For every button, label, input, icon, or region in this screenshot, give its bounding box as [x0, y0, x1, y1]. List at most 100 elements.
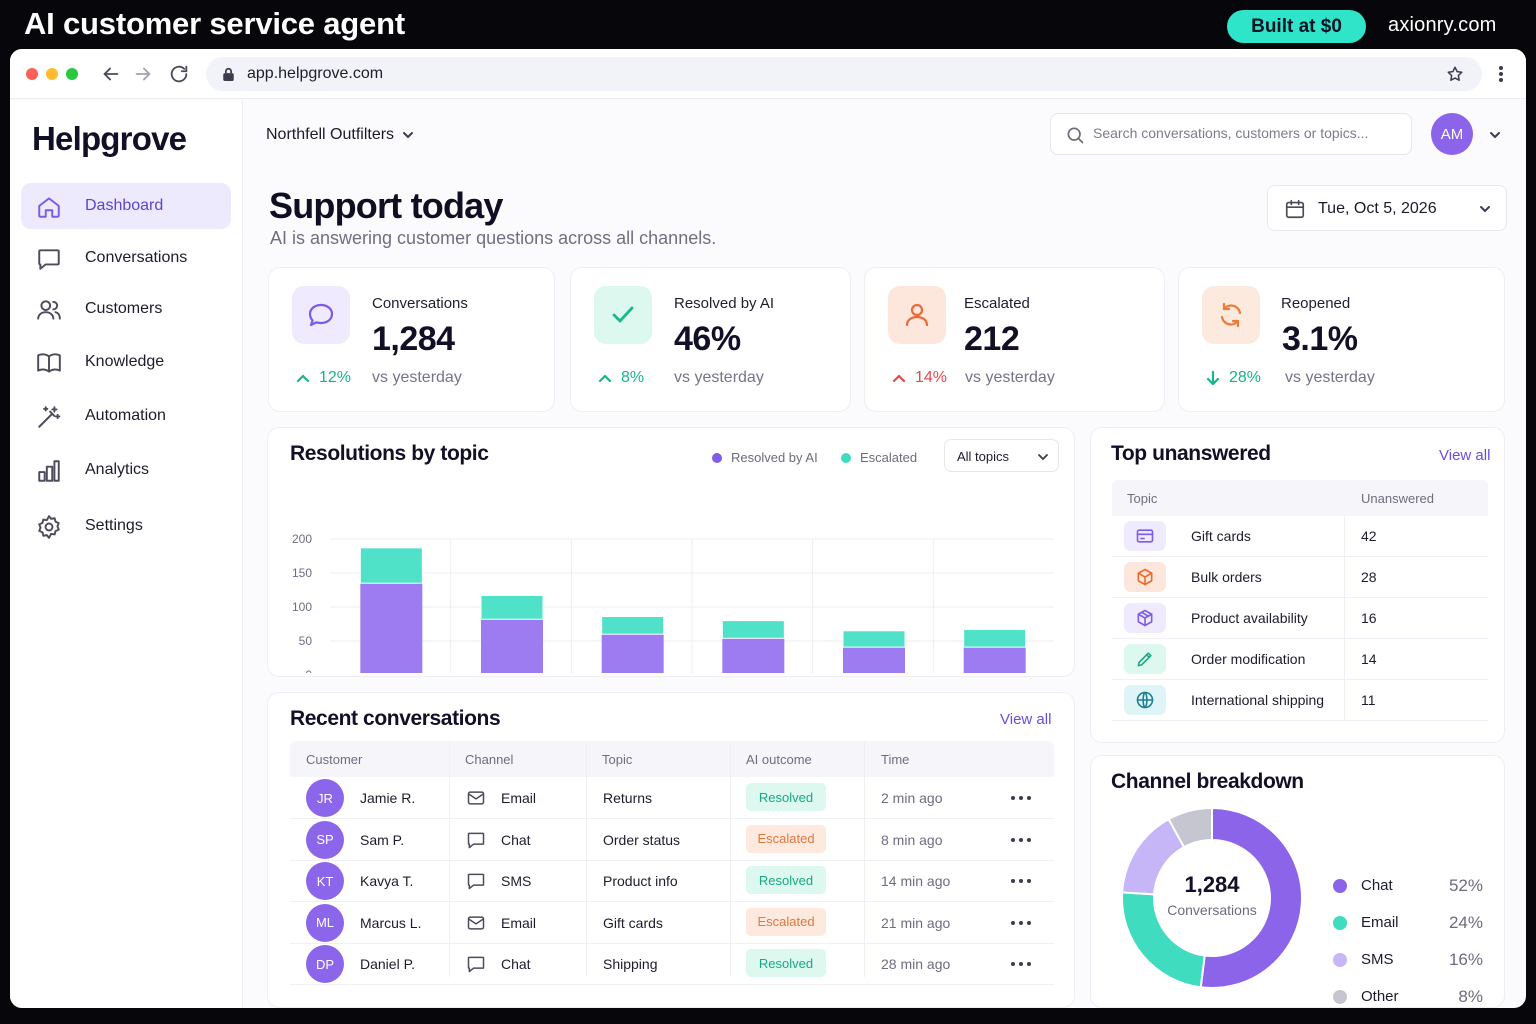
app-logo[interactable]: Helpgrove [32, 120, 187, 157]
table-row[interactable]: JR Jamie R. Email Returns Resolved 2 min… [290, 777, 1054, 819]
bar-escalated-bulk-orders[interactable] [963, 628, 1027, 648]
sidebar-item-knowledge[interactable]: Knowledge [21, 339, 231, 385]
maximize-window-button[interactable] [66, 68, 78, 80]
bar-resolved-bulk-orders[interactable] [963, 647, 1026, 673]
browser-window: app.helpgrove.com Helpgrove Dashboard Co… [10, 49, 1526, 1008]
table-row[interactable]: KT Kavya T. SMS Product info Resolved 14… [290, 860, 1054, 902]
unanswered-row[interactable]: Bulk orders 28 [1112, 557, 1488, 598]
kpi-label: Resolved by AI [674, 295, 775, 312]
unanswered-count: 28 [1361, 569, 1377, 585]
bar-resolved-shipping[interactable] [601, 634, 664, 673]
ai-outcome-badge: Resolved [746, 783, 826, 811]
kpi-card-resolved[interactable]: Resolved by AI 46% 8% vs yesterday [570, 267, 851, 412]
kpi-card-reopened[interactable]: Reopened 3.1% 28% vs yesterday [1178, 267, 1505, 412]
globe-icon [1124, 685, 1166, 715]
channel-name: Chat [501, 956, 531, 972]
kpi-delta: 8% [597, 369, 644, 387]
bar-resolved-order-status[interactable] [360, 583, 423, 673]
more-options-icon[interactable] [1010, 878, 1032, 884]
conversation-time: 21 min ago [881, 914, 951, 931]
chevron-down-icon[interactable] [1488, 128, 1502, 142]
chat-bubble-icon [467, 832, 485, 848]
view-all-conversations-link[interactable]: View all [1000, 711, 1052, 728]
unanswered-row[interactable]: Product availability 16 [1112, 598, 1488, 639]
unanswered-row[interactable]: Order modification 14 [1112, 639, 1488, 680]
user-avatar[interactable]: AM [1431, 113, 1473, 155]
bar-resolved-returns[interactable] [481, 619, 543, 673]
sidebar-item-conversations[interactable]: Conversations [21, 235, 231, 281]
bar-escalated-returns[interactable] [480, 594, 544, 620]
view-all-unanswered-link[interactable]: View all [1439, 447, 1491, 464]
arrow-down-icon [1206, 370, 1220, 386]
channel-name: Chat [501, 831, 531, 848]
topic-filter-select[interactable]: All topics [944, 439, 1059, 472]
browser-toolbar: app.helpgrove.com [10, 49, 1526, 99]
row-divider [1112, 638, 1488, 639]
minimize-window-button[interactable] [46, 68, 58, 80]
resolutions-bar-chart: 050100150200Order statusReturnsShippingP… [292, 532, 1054, 673]
box-icon [1124, 562, 1166, 592]
sidebar: Helpgrove Dashboard Conversations Custom… [10, 100, 243, 1008]
browser-menu-icon[interactable] [1498, 65, 1504, 83]
sidebar-item-label: Automation [85, 407, 166, 424]
table-row[interactable]: DP Daniel P. Chat Shipping Resolved 28 m… [290, 943, 1054, 985]
bar-escalated-shipping[interactable] [601, 616, 665, 635]
unanswered-row[interactable]: Gift cards 42 [1112, 516, 1488, 557]
bar-resolved-gift-cards[interactable] [843, 647, 905, 673]
ai-outcome-badge: Escalated [746, 907, 826, 936]
row-divider [1112, 679, 1488, 680]
channel-breakdown-title: Channel breakdown [1111, 770, 1304, 793]
back-arrow-icon[interactable] [100, 63, 122, 85]
more-options-icon[interactable] [1010, 920, 1032, 926]
customer-name: Marcus L. [360, 914, 422, 931]
conversation-time: 14 min ago [881, 873, 951, 889]
org-switcher[interactable]: Northfell Outfilters [266, 126, 395, 143]
legend-dot [1333, 916, 1347, 930]
more-options-icon[interactable] [1010, 795, 1032, 801]
package-icon [1124, 603, 1166, 633]
recent-conversations-card: Recent conversations View all Customer C… [267, 692, 1075, 1008]
kpi-label: Escalated [964, 295, 1030, 312]
donut-slice-other[interactable] [1167, 806, 1213, 849]
close-window-button[interactable] [26, 68, 38, 80]
bar-escalated-product-info[interactable] [721, 620, 785, 639]
search-input[interactable] [1093, 125, 1403, 141]
reload-icon[interactable] [168, 63, 190, 85]
table-row[interactable]: SP Sam P. Chat Order status Escalated 8 … [290, 819, 1054, 861]
unanswered-row[interactable]: International shipping 11 [1112, 680, 1488, 721]
kpi-label: Reopened [1281, 295, 1351, 312]
unanswered-count: 11 [1361, 692, 1376, 708]
page-title: Support today [269, 185, 503, 226]
y-tick-label: 0 [305, 668, 312, 673]
banner-title: AI customer service agent [24, 6, 405, 41]
channel-name: Email [1361, 914, 1399, 931]
mail-icon [467, 915, 485, 930]
sidebar-item-customers[interactable]: Customers [21, 286, 231, 332]
kpi-delta: 12% [295, 369, 351, 387]
date-picker[interactable]: Tue, Oct 5, 2026 [1267, 185, 1507, 231]
bar-escalated-order-status[interactable] [359, 547, 423, 584]
chevron-down-icon [1480, 206, 1490, 213]
table-row[interactable]: ML Marcus L. Email Gift cards Escalated … [290, 902, 1054, 944]
column-divider [730, 741, 731, 977]
donut-slice-chat[interactable] [1199, 806, 1303, 989]
forward-arrow-icon[interactable] [132, 63, 154, 85]
address-bar[interactable]: app.helpgrove.com [206, 57, 1482, 91]
bar-resolved-product-info[interactable] [722, 638, 785, 673]
sidebar-item-analytics[interactable]: Analytics [21, 447, 231, 493]
sidebar-item-dashboard[interactable]: Dashboard [21, 183, 231, 229]
unanswered-topic: Order modification [1191, 651, 1306, 667]
row-divider [290, 901, 1054, 902]
sidebar-item-automation[interactable]: Automation [21, 393, 231, 439]
bar-escalated-gift-cards[interactable] [842, 630, 906, 648]
more-options-icon[interactable] [1010, 837, 1032, 843]
kpi-delta: 14% [891, 369, 947, 387]
kpi-card-conversations[interactable]: Conversations 1,284 12% vs yesterday [268, 267, 555, 412]
sidebar-item-settings[interactable]: Settings [21, 503, 231, 549]
chevron-down-icon[interactable] [401, 128, 415, 142]
more-options-icon[interactable] [1010, 961, 1032, 967]
kpi-card-escalated[interactable]: Escalated 212 14% vs yesterday [864, 267, 1165, 412]
customer-avatar: JR [306, 779, 344, 817]
pencil-icon [1124, 644, 1166, 674]
star-icon[interactable] [1446, 65, 1464, 83]
